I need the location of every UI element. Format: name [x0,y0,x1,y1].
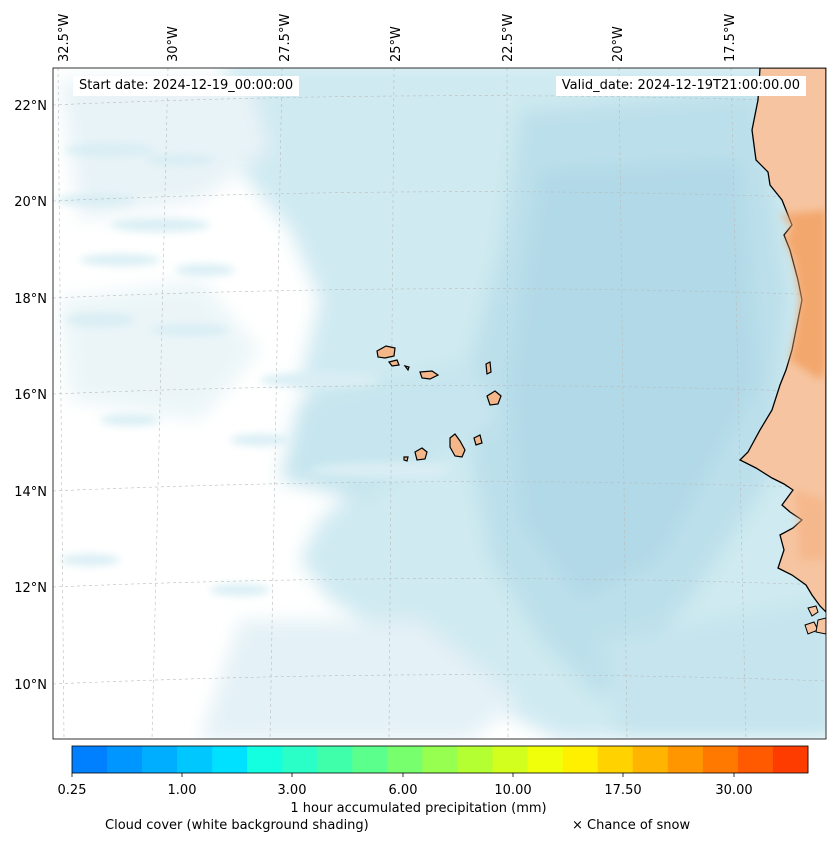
lat-label: 16°N [14,388,47,403]
colorbar-segment [492,746,529,773]
colorbar-tick-label: 0.25 [58,783,87,798]
map-frame [52,67,827,740]
lon-label: 20°W [611,26,626,62]
island-sao-vicente [387,359,400,367]
colorbar-segment [177,746,213,773]
lon-label: 27.5°W [278,14,293,62]
gridline-lat-12n [53,578,826,588]
colorbar-segment [352,746,388,773]
island-santo-antao [376,345,396,359]
cloud-cover-shading [55,68,826,739]
gridline-lat-18n [53,288,826,299]
lat-label: 20°N [14,195,47,210]
island-maio [473,434,483,446]
colorbar-segment [597,746,634,773]
gridline-lat-20n [53,191,826,202]
colorbar-segment [387,746,423,773]
precipitation-colorbar [71,745,809,777]
lat-label: 14°N [14,485,47,500]
island-brava [403,456,409,462]
colorbar-segment [527,746,564,773]
colorbar-segment [457,746,493,773]
island-fogo [414,447,428,461]
colorbar-segment [667,746,704,773]
lon-label: 25°W [389,26,404,62]
gridline-lon-32-5w [57,68,65,739]
colorbar-segment [772,746,809,773]
island-sal [485,361,492,375]
colorbar-segment [737,746,774,773]
lon-label: 32.5°W [57,14,72,62]
lon-label: 22.5°W [501,14,516,62]
map-gridlines [53,68,826,739]
latitude-labels: 22°N 20°N 18°N 16°N 14°N 12°N 10°N [14,99,47,693]
snow-chance-legend: × Chance of snow [572,818,691,833]
gridline-lon-27-5w [269,68,283,739]
lat-label: 22°N [14,99,47,114]
lon-label: 17.5°W [723,14,738,62]
colorbar-tick-label: 17.50 [604,783,641,798]
island-santiago [449,433,466,458]
lon-label: 30°W [166,26,181,62]
gridline-lat-10n [53,674,826,685]
cape-verde-islands [376,345,502,462]
colorbar-segment [107,746,143,773]
colorbar-tick-label: 6.00 [389,783,418,798]
colorbar-segment [632,746,669,773]
gridline-lat-22n [53,95,826,106]
start-date-label: Start date: 2024-12-19_00:00:00 [73,76,300,96]
colorbar-segment [702,746,739,773]
colorbar-tick-label: 10.00 [494,783,531,798]
colorbar-tick-label: 1.00 [168,783,197,798]
colorbar-segment [282,746,318,773]
colorbar-title: 1 hour accumulated precipitation (mm) [290,801,547,816]
gridline-lat-14n [53,481,826,492]
valid-date-label: Valid_date: 2024-12-19T21:00:00.00 [555,76,806,96]
gridline-lon-22-5w [506,68,509,739]
colorbar-segment [562,746,599,773]
colorbar-tick-label: 3.00 [278,783,307,798]
island-santa-luzia [403,365,410,372]
colorbar-segment [72,746,108,773]
colorbar-segment [317,746,353,773]
african-coast [738,68,826,635]
longitude-labels: 32.5°W 30°W 27.5°W 25°W 22.5°W 20°W 17.5… [57,14,738,62]
gridline-lon-17-5w [730,68,747,739]
gridline-lon-30w [151,68,169,739]
island-sao-nicolau [419,370,440,380]
lat-label: 12°N [14,581,47,596]
lat-label: 18°N [14,292,47,307]
gridline-lon-20w [618,68,628,739]
colorbar-segment [212,746,248,773]
cloud-cover-legend: Cloud cover (white background shading) [105,818,369,833]
colorbar-frame [71,745,809,774]
island-boa-vista [486,390,502,406]
gridline-lat-16n [53,385,826,395]
colorbar-segment [142,746,178,773]
colorbar-ticks: 0.25 1.00 3.00 6.00 10.00 17.50 30.00 [58,783,753,798]
lat-label: 10°N [14,678,47,693]
map-area[interactable] [53,60,837,740]
colorbar-segment [422,746,458,773]
colorbar-tick-label: 30.00 [715,783,752,798]
gridline-lon-25w [388,68,395,739]
colorbar-segment [247,746,283,773]
